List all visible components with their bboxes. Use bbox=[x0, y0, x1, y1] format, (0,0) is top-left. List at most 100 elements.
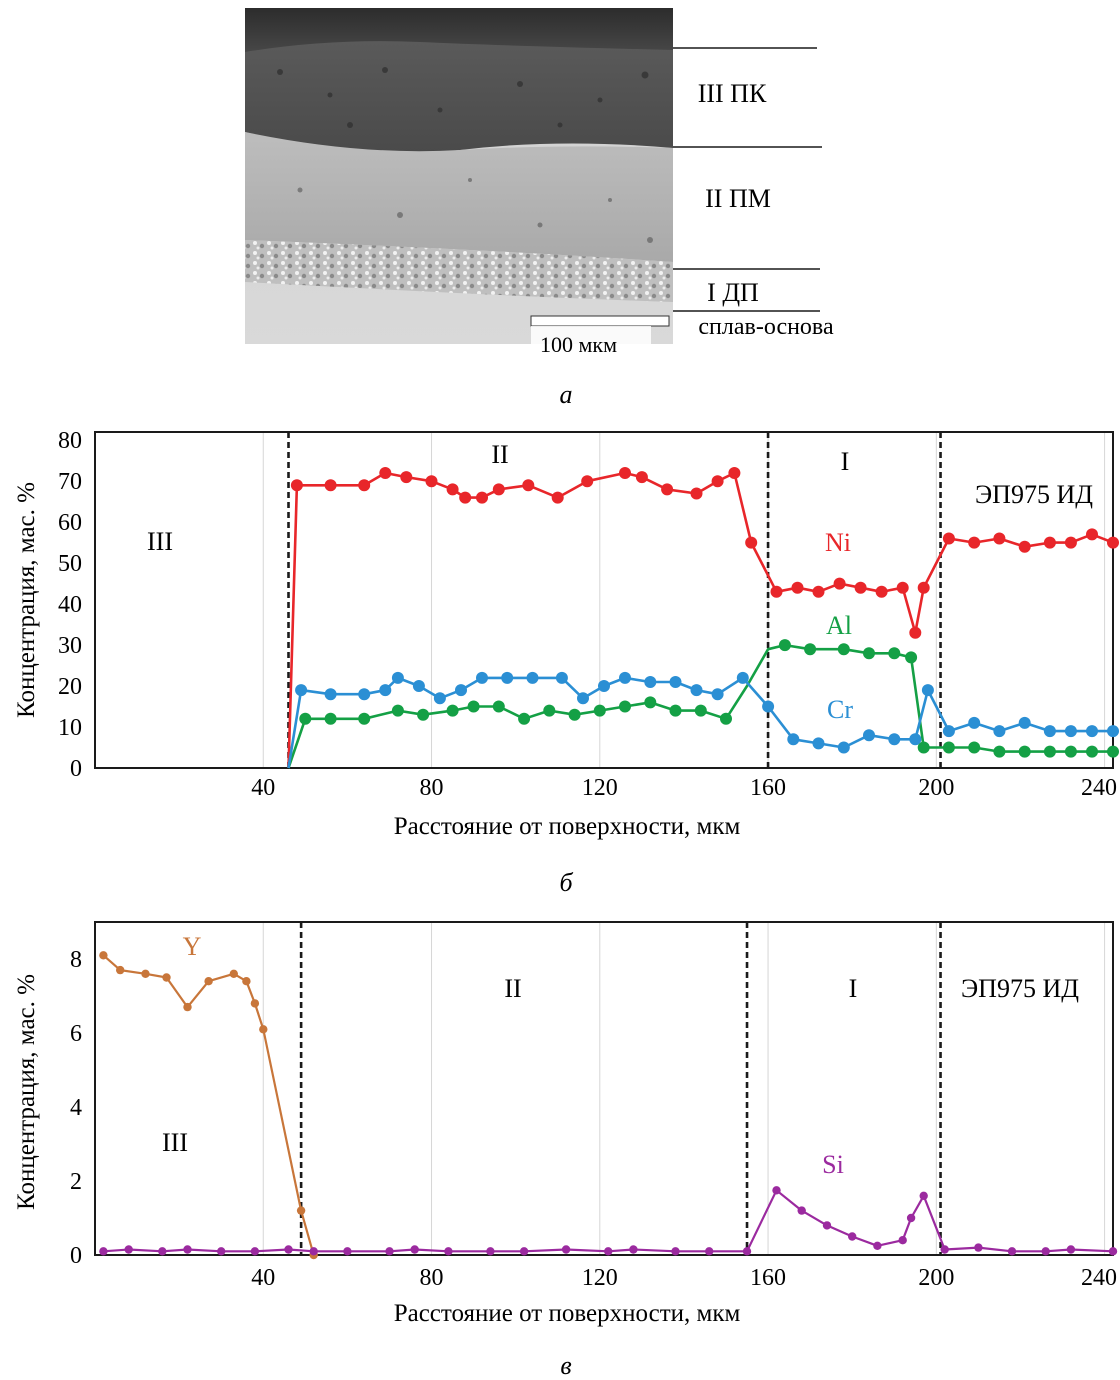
scale-bar-label: 100 мкм bbox=[540, 332, 617, 357]
chart-b-series-cr-point bbox=[888, 733, 901, 746]
chart-c-x-tick-label: 80 bbox=[420, 1265, 444, 1291]
chart-c-series-si-point bbox=[671, 1247, 680, 1256]
chart-b-y-tick-label: 50 bbox=[58, 551, 82, 577]
chart-b-series-ni-point bbox=[745, 536, 758, 549]
chart-b-series-cr-point bbox=[863, 729, 875, 742]
chart-b-series-cr-point bbox=[1107, 725, 1119, 738]
chart-c-series-si-point bbox=[629, 1245, 638, 1254]
chart-c-series-si-point bbox=[940, 1245, 949, 1254]
chart-c-series-si-point bbox=[906, 1213, 916, 1223]
chart-c-x-tick-label: 200 bbox=[918, 1265, 954, 1291]
chart-b-series-cr-point bbox=[526, 671, 539, 684]
chart-b-x-ticks: 40 80 120 160 200 240 bbox=[251, 775, 1117, 801]
chart-b-series-cr-point bbox=[555, 671, 568, 684]
chart-b-x-tick-label: 120 bbox=[582, 775, 618, 801]
chart-b-series-al-point bbox=[669, 704, 682, 717]
chart-b-series-al-point bbox=[993, 745, 1006, 758]
chart-b-series-ni-point bbox=[833, 577, 846, 590]
chart-b-series-ni-point bbox=[635, 471, 648, 484]
chart-c-zone-ii: II bbox=[504, 974, 521, 1003]
chart-b-series-ni-point bbox=[993, 532, 1006, 545]
chart-b-label-al: Al bbox=[826, 611, 852, 640]
chart-c: 40 80 120 160 200 240 0 2 4 6 8 III II I ЭП975 ИД… bbox=[13, 921, 1118, 1327]
micrograph-layer-i bbox=[245, 240, 673, 302]
chart-b-series-cr-point bbox=[762, 700, 775, 713]
chart-b-series-ni-point bbox=[1064, 536, 1077, 549]
chart-b-label-cr: Cr bbox=[827, 695, 853, 724]
chart-b-series-cr-point bbox=[358, 688, 371, 701]
chart-b-zone-substrate: ЭП975 ИД bbox=[975, 480, 1093, 509]
chart-b-y-ticks: 0 10 20 30 40 50 60 70 80 bbox=[58, 428, 82, 782]
chart-c-series-si-point bbox=[183, 1245, 192, 1254]
chart-b-series-al-point bbox=[299, 712, 312, 725]
chart-b-series-cr-point bbox=[1043, 725, 1056, 738]
chart-c-series-si-point bbox=[705, 1247, 714, 1256]
scale-bar bbox=[530, 315, 670, 327]
chart-b-series-cr-point bbox=[711, 688, 724, 701]
chart-b-series-ni-point bbox=[711, 475, 724, 488]
chart-c-y-tick-label: 2 bbox=[70, 1169, 82, 1195]
chart-c-series-y-point bbox=[183, 1002, 192, 1012]
chart-b-series-al-point bbox=[942, 741, 955, 754]
micrograph-layer-ii bbox=[245, 132, 673, 262]
chart-b-series-al-point bbox=[644, 696, 657, 709]
chart-c-y-tick-label: 4 bbox=[70, 1095, 82, 1121]
chart-c-x-tick-label: 240 bbox=[1081, 1265, 1117, 1291]
chart-b-x-tick-label: 80 bbox=[420, 775, 444, 801]
chart-b-series-cr-point bbox=[909, 733, 922, 746]
scale-bar-label-bg bbox=[531, 326, 651, 354]
chart-b-series-al-point bbox=[446, 704, 459, 717]
layer-label-substrate: сплав-основа bbox=[698, 314, 834, 340]
chart-b-x-tick-label: 160 bbox=[750, 775, 786, 801]
chart-b-series-al-point bbox=[467, 700, 480, 713]
chart-b-series-al-point bbox=[568, 708, 581, 721]
chart-c-series-si-point bbox=[1041, 1247, 1050, 1256]
chart-b-y-tick-label: 20 bbox=[58, 674, 82, 700]
chart-b-series-al-point bbox=[391, 704, 404, 717]
chart-b-series-cr-point bbox=[690, 684, 703, 697]
chart-c-series-si-point bbox=[1108, 1247, 1118, 1256]
chart-b-label-ni: Ni bbox=[825, 528, 851, 557]
chart-c-series-si-point bbox=[822, 1221, 832, 1230]
chart-b-series-cr-point bbox=[391, 671, 404, 684]
chart-c-x-tick-label: 120 bbox=[582, 1265, 618, 1291]
chart-c-series-y-point bbox=[242, 977, 251, 986]
chart-b-series-ni-point bbox=[324, 479, 337, 492]
chart-b-series-ni-point bbox=[425, 475, 438, 488]
chart-b-series-ni-point bbox=[522, 479, 535, 492]
chart-b-series-al-point bbox=[778, 639, 791, 652]
chart-c-x-tick-label: 160 bbox=[750, 1265, 786, 1291]
layer-label-ii: II ПМ bbox=[705, 184, 771, 213]
chart-b-series-cr-point bbox=[1018, 716, 1031, 729]
chart-b-x-tick-label: 240 bbox=[1081, 775, 1117, 801]
chart-c-zone-substrate: ЭП975 ИД bbox=[961, 974, 1079, 1003]
chart-c-series-si-point bbox=[217, 1247, 226, 1256]
chart-b-series-ni-point bbox=[661, 483, 674, 496]
chart-c-boundaries bbox=[299, 922, 942, 1255]
chart-b-series-al-point bbox=[804, 643, 817, 656]
chart-b-series-ni-point bbox=[379, 467, 392, 479]
chart-b-series-ni-point bbox=[581, 475, 594, 488]
chart-b-y-tick-label: 30 bbox=[58, 633, 82, 659]
chart-b-series-ni-point bbox=[358, 479, 371, 492]
chart-b-series-cr-point bbox=[598, 680, 610, 692]
chart-c-series-si-point bbox=[284, 1245, 293, 1254]
chart-b-series-cr-point bbox=[921, 684, 934, 697]
chart-b-series-ni-point bbox=[492, 483, 505, 496]
chart-b-series-cr-point bbox=[295, 684, 308, 697]
chart-b-series-ni-point bbox=[791, 581, 804, 594]
chart-b-series-al-point bbox=[1086, 745, 1098, 758]
chart-b-series bbox=[287, 467, 1119, 769]
panel-label-b: б bbox=[559, 868, 573, 897]
chart-b-series-ni-point bbox=[459, 491, 472, 504]
chart-c-series-y-point bbox=[141, 969, 150, 978]
layer-label-iii: III ПК bbox=[698, 79, 767, 108]
chart-c-series-y-point bbox=[250, 999, 260, 1008]
chart-c-x-ticks: 40 80 120 160 200 240 bbox=[251, 1265, 1117, 1291]
chart-b-series-cr-point bbox=[669, 676, 682, 688]
chart-c-series-si-point bbox=[772, 1186, 781, 1195]
chart-b-series-cr-point bbox=[968, 716, 981, 729]
chart-b-series-ni-point bbox=[551, 491, 564, 504]
